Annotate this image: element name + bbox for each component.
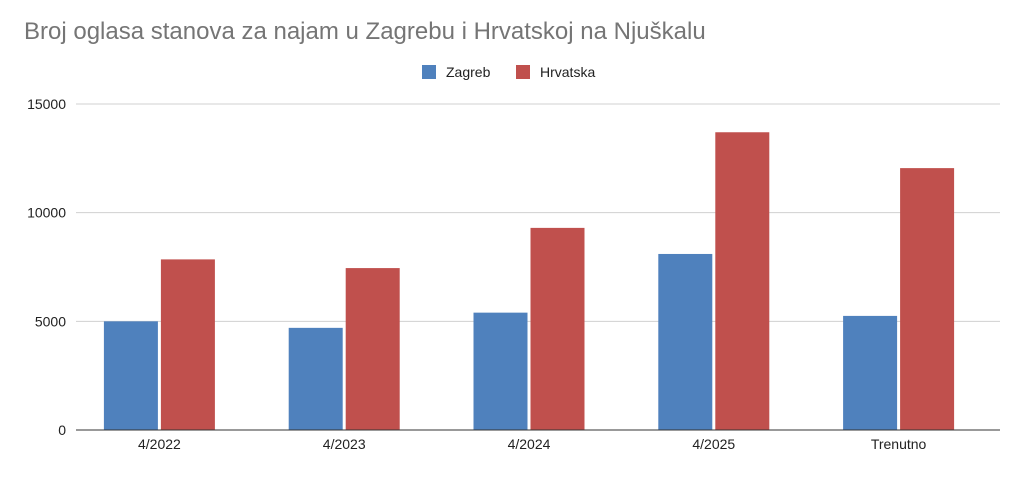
bar-hrvatska-2 <box>530 227 585 430</box>
bar-zagreb-1 <box>288 327 343 430</box>
x-tick-label: 4/2022 <box>138 436 181 452</box>
bar-zagreb-3 <box>658 253 713 430</box>
legend-swatch-zagreb <box>422 65 436 79</box>
bar-zagreb-4 <box>843 315 898 430</box>
legend-label-zagreb: Zagreb <box>446 64 491 80</box>
bar-hrvatska-3 <box>715 132 770 430</box>
bars <box>103 132 955 430</box>
y-tick-label: 0 <box>58 422 66 438</box>
x-tick-label: 4/2023 <box>323 436 366 452</box>
y-tick-label: 15000 <box>27 96 66 112</box>
y-tick-label: 5000 <box>35 313 66 329</box>
bar-hrvatska-0 <box>160 259 215 430</box>
x-tick-label: 4/2025 <box>692 436 735 452</box>
legend-swatch-hrvatska <box>516 65 530 79</box>
bar-hrvatska-4 <box>900 168 955 430</box>
legend-label-hrvatska: Hrvatska <box>540 64 595 80</box>
y-axis-ticks: 0 5000 10000 15000 <box>27 96 66 438</box>
chart-title: Broj oglasa stanova za najam u Zagrebu i… <box>24 18 706 45</box>
x-tick-label: 4/2024 <box>508 436 551 452</box>
x-tick-label: Trenutno <box>871 436 927 452</box>
bar-zagreb-0 <box>103 321 158 430</box>
legend: Zagreb Hrvatska <box>422 64 595 80</box>
x-axis-ticks: 4/2022 4/2023 4/2024 4/2025 Trenutno <box>138 436 927 452</box>
y-tick-label: 10000 <box>27 205 66 221</box>
bar-zagreb-2 <box>473 312 528 430</box>
bar-hrvatska-1 <box>345 268 400 430</box>
